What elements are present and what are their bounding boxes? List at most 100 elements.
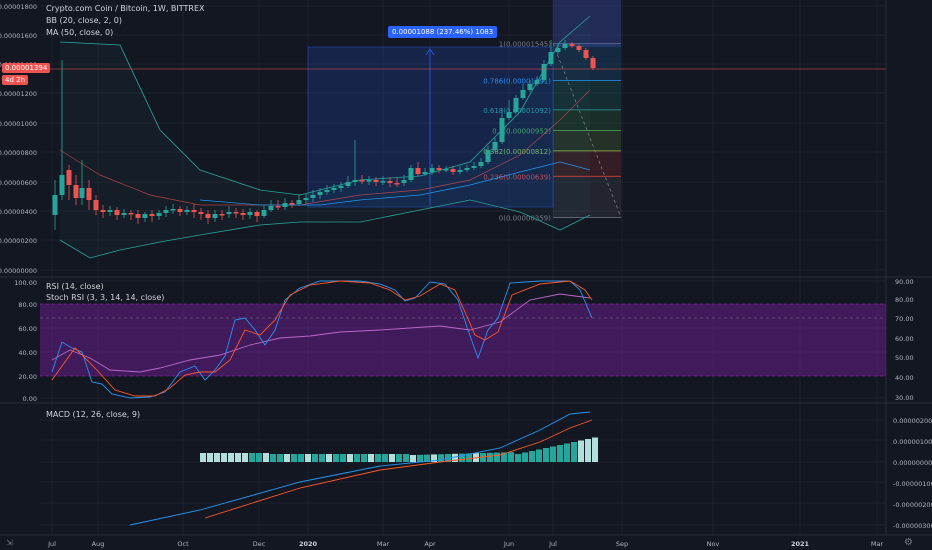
stoch-rsi-legend[interactable]: Stoch RSI (3, 3, 14, 14, close) [46,293,165,302]
time-axis-label: 2020 [299,540,318,548]
rsi-axis-label: 40.00 [18,349,37,357]
rsi-right-axis-label: 60.00 [895,335,914,343]
macd-histogram-bar [480,453,486,462]
candle-body [324,190,330,192]
stoch-k-line [51,280,593,399]
macd-histogram-bar [361,454,367,462]
candle-body [520,90,526,98]
rsi-right-axis-label: 30.00 [895,394,914,402]
candle-body [436,168,442,170]
macd-histogram-bar [235,453,241,462]
candle-body [513,98,519,112]
zoom-icon[interactable]: ⇲ [6,538,13,547]
candle-body [191,210,197,212]
macd-histogram-bar [228,453,234,462]
rsi-right-axis-label: 90.00 [895,278,914,286]
candle-body [443,169,449,171]
macd-axis-label: -0.00000200 [893,501,932,509]
bb-legend[interactable]: BB (20, close, 2, 0) [46,16,122,25]
gear-icon[interactable]: ⚙ [904,537,913,548]
time-axis-label: Jul [47,540,56,548]
candle-body [275,206,281,208]
price-range-measure[interactable] [307,46,554,208]
macd-histogram-bar [263,453,269,462]
candle-body [338,186,344,188]
candle-body [268,206,274,210]
candle-body [73,185,79,198]
fib-trend-line [552,43,622,218]
price-axis-label: 0.00001000 [0,120,37,128]
fib-zone [553,130,621,151]
macd-histogram-bar [564,443,570,462]
candle-body [352,180,358,182]
candle-body [506,112,512,118]
candle-body [331,188,337,190]
candle-body [317,192,323,195]
candle-body [177,209,183,212]
macd-histogram-bar [424,454,430,462]
candle-body [282,203,288,207]
macd-histogram-bar [389,454,395,462]
candle-body [499,118,505,142]
macd-histogram-bar [522,452,528,462]
candle-body [163,210,169,213]
candle-body [471,166,477,168]
fib-level-label: 0.236(0.00000639) [483,173,551,181]
candle-body [401,180,407,183]
time-axis-label: Mar [871,540,884,548]
candle-body [464,168,470,170]
macd-axis-label: -0.00000300 [893,522,932,530]
candle-body [303,198,309,200]
candle-body [478,162,484,166]
rsi-legend[interactable]: RSI (14, close) [46,282,104,291]
fibonacci-retracement[interactable]: 1(0.00001545)0.786(0.00001291)0.618(0.00… [483,40,622,222]
candle-body [457,170,463,172]
macd-lines [129,411,598,526]
candle-body [142,214,148,218]
macd-histogram-bar [431,454,437,462]
current-price-tag: 0.00001394 [2,63,51,73]
macd-histogram-bar [543,448,549,462]
candle-body [261,210,267,216]
candle-body [52,195,58,215]
candle-body [450,169,456,172]
macd-histogram-bar [529,451,535,462]
fib-zone [553,43,621,81]
macd-axis-label: 0.00000000 [893,459,932,467]
candle-body [380,181,386,183]
bollinger-fill [60,18,590,258]
measure-arrowhead [425,48,435,56]
candle-body [100,210,106,212]
price-axis-label: 0.00000200 [0,237,37,245]
ma-legend[interactable]: MA (50, close, 0) [46,28,114,37]
candle-body [429,168,435,172]
macd-histogram-bar [326,454,332,462]
macd-legend[interactable]: MACD (12, 26, close, 9) [46,410,141,419]
candle-body [247,212,253,215]
macd-line [129,411,591,526]
candle-body [562,44,568,48]
candle-body [310,195,316,198]
candle-body [170,209,176,211]
candle-body [527,84,533,90]
macd-histogram-bar [347,454,353,462]
macd-histogram-bar [417,454,423,462]
candle-body [541,64,547,80]
price-axis-label: 0.00001200 [0,90,37,98]
macd-histogram-bar [578,440,584,462]
rsi-axis-label: 60.00 [18,325,37,333]
macd-histogram-bar [214,453,220,462]
macd-histogram-bar [487,452,493,462]
macd-histogram-bar [319,454,325,462]
fib-level-label: 0.786(0.00001291) [483,78,551,86]
candle-body [485,150,491,162]
candle-body [366,180,372,182]
macd-histogram-bar [256,453,262,462]
macd-histogram-bar [494,452,500,462]
macd-histogram-bar [536,449,542,462]
measure-label: 0.00001088 (237.46%) 1083 [388,26,498,38]
chart-title[interactable]: Crypto.com Coin / Bitcoin, 1W, BITTREX [46,4,205,13]
candle-body [128,213,134,215]
candle-body [534,80,540,84]
